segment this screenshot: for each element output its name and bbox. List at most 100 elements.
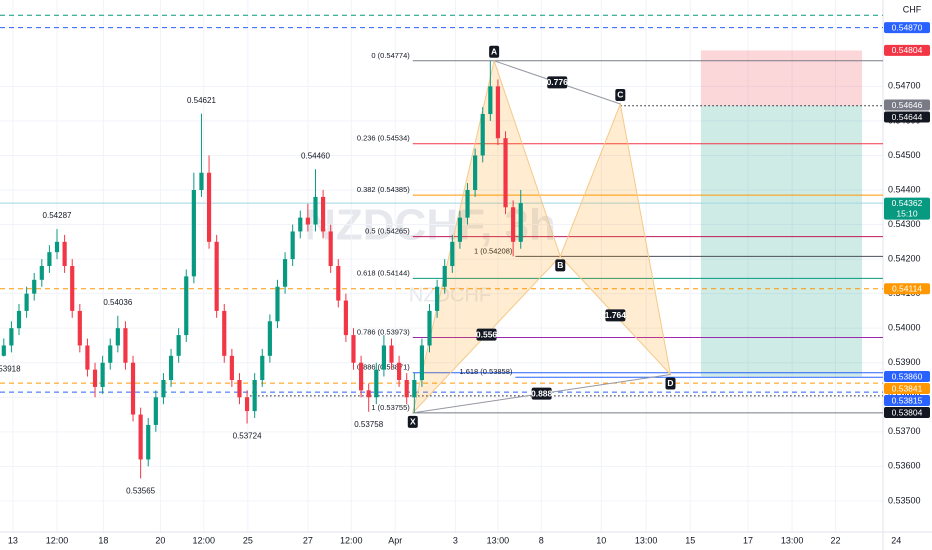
price-annotation: 0.54036 [103, 298, 132, 307]
point-box [615, 88, 626, 101]
candle-body [176, 335, 181, 356]
candle-body [47, 252, 52, 266]
candle-body [39, 266, 44, 280]
currency-label: CHF [903, 4, 922, 14]
x-tick-label: 15 [685, 535, 695, 545]
price-annotation: 0.54621 [187, 96, 216, 105]
candle-body [442, 266, 447, 287]
candle-body [419, 345, 424, 380]
x-tick-label: 12:00 [46, 535, 69, 545]
candle-body [343, 300, 348, 336]
candle-body [108, 345, 113, 363]
candle-body [366, 390, 371, 398]
candle-body [412, 380, 417, 398]
x-tick-label: 24 [891, 535, 901, 545]
x-tick-label: 25 [243, 535, 253, 545]
candle-body [9, 328, 14, 346]
point-label: A [491, 47, 497, 57]
price-annotation: 0.53565 [126, 487, 155, 496]
candle-body [488, 86, 493, 114]
candle-body [1, 345, 6, 356]
candle-body [115, 328, 120, 346]
y-tick-label: 0.54700 [888, 81, 921, 91]
candle-body [511, 207, 516, 242]
x-tick-label: 20 [155, 535, 165, 545]
x-tick-label: 13 [8, 535, 18, 545]
fib-label: 0.382 (0.54385) [357, 185, 410, 194]
price-badge-label: 0.53841 [892, 383, 923, 393]
x-tick-label: 8 [539, 535, 544, 545]
ratio-box [547, 76, 568, 89]
watermark-symbol: NZDCHF [409, 284, 491, 306]
candle-body [130, 362, 136, 415]
price-badge [884, 99, 930, 111]
candle-body [206, 172, 212, 242]
x-tick-label: 12:00 [192, 535, 215, 545]
candle-body [298, 217, 303, 232]
price-badge-label: 0.54646 [892, 100, 923, 110]
candle-body [290, 231, 295, 260]
point-box [665, 377, 676, 390]
candle-body [427, 310, 432, 346]
candle-body [214, 241, 219, 311]
fib-label: 0 (0.54774) [371, 51, 410, 60]
candle-body [359, 362, 364, 391]
price-badge [884, 371, 930, 383]
y-tick-label: 0.54500 [888, 150, 921, 160]
y-tick-label: 0.54400 [888, 184, 921, 194]
price-badge-label: 0.53815 [892, 395, 923, 405]
price-annotation: 0.54287 [43, 211, 72, 220]
candle-body [282, 259, 288, 287]
candle-body [123, 328, 128, 363]
candle-body [313, 196, 318, 225]
candle-body [138, 414, 143, 460]
candle-body [24, 293, 29, 311]
price-annotation: 0.54460 [301, 151, 330, 160]
point-label: C [617, 90, 623, 100]
price-badge-label: 0.53860 [892, 371, 923, 381]
position-stop-zone [700, 50, 863, 106]
price-badge-label: 0.54114 [892, 284, 922, 294]
candle-body [62, 241, 67, 266]
candle-body [351, 335, 356, 363]
candle-body [275, 286, 280, 322]
y-tick-label: 0.53700 [888, 426, 921, 436]
candle-body [77, 310, 82, 346]
y-tick-label: 0.53600 [888, 461, 921, 471]
candle-body [252, 380, 257, 412]
candle-body [184, 276, 189, 336]
candle-body [457, 217, 463, 242]
fib-label: 0.5 (0.54265) [365, 227, 410, 236]
candle-body [480, 114, 485, 156]
y-tick-label: 0.54300 [888, 219, 921, 229]
x-tick-label: 12:00 [340, 535, 363, 545]
x-tick-label: 13:00 [635, 535, 658, 545]
x-tick-label: 13:00 [781, 535, 804, 545]
price-badge-label: 0.53804 [892, 407, 923, 417]
x-tick-label: 22 [830, 535, 840, 545]
candle-body [260, 355, 265, 380]
candle-body [267, 321, 272, 356]
candle-body [222, 310, 227, 356]
candle-body [450, 241, 455, 266]
y-tick-label: 0.54200 [888, 253, 921, 263]
candle-body [503, 138, 508, 208]
price-badge [884, 111, 930, 123]
candle-body [374, 369, 379, 398]
candle-body [92, 369, 98, 387]
ratio-box [605, 309, 626, 322]
candle-body [16, 310, 22, 329]
candle-body [381, 345, 386, 370]
price-badge [884, 407, 930, 419]
candle-body [305, 217, 310, 225]
candle-body [495, 86, 501, 139]
x-tick-label: 3 [453, 535, 458, 545]
price-badge [884, 395, 930, 407]
point-label: B [557, 260, 563, 270]
price-annotation: 0.53758 [354, 420, 383, 429]
candle-body [244, 397, 250, 412]
candle-body [85, 345, 90, 370]
candle-body [32, 279, 37, 294]
point-box [555, 259, 566, 272]
